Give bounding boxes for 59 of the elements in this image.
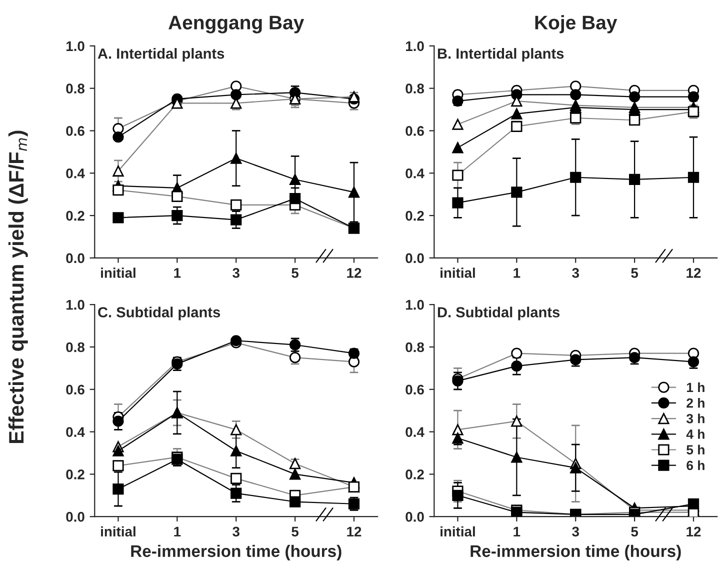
x-tick-label: 1 <box>514 268 520 278</box>
y-tick-label: 1.0 <box>66 300 84 310</box>
annotation: A. Intertidal plants <box>98 48 224 62</box>
y-tick-label: 0.4 <box>406 427 424 437</box>
y-tick-label: 0.2 <box>406 210 424 221</box>
x-tick-label: 5 <box>292 526 299 537</box>
x-tick-label: 3 <box>232 526 240 537</box>
x-tick-label: 1 <box>174 526 181 536</box>
x-tick-label: 5 <box>631 268 638 278</box>
y-tick-label: 0.0 <box>406 512 424 522</box>
annotation: B. Intertidal plants <box>438 48 564 62</box>
x-tick-label: 12 <box>686 526 701 536</box>
x-tick-label: 5 <box>631 526 638 537</box>
legend-label: 2 h <box>686 398 704 408</box>
x-tick-label: 12 <box>347 526 362 536</box>
x-axis-title: Re-immersion time (hours) <box>131 544 342 560</box>
x-tick-label: initial <box>440 268 475 278</box>
y-tick-label: 0.0 <box>66 253 84 264</box>
legend-label: 3 h <box>686 414 704 424</box>
y-tick-label: 0.6 <box>66 384 84 395</box>
y-tick-label: 1.0 <box>406 41 424 52</box>
legend-label: 1 h <box>686 382 704 392</box>
y-tick-label: 0.0 <box>406 253 424 264</box>
y-tick-label: 0.2 <box>66 470 84 480</box>
x-tick-label: 12 <box>347 268 362 278</box>
y-axis-title: Effective quantum yield (ΔF/F$_{m}$) <box>8 130 28 444</box>
y-tick-label: 0.2 <box>406 470 424 480</box>
chart-title: Koje Bay <box>535 15 618 34</box>
annotation: D. Subtidal plants <box>438 306 560 320</box>
y-tick-label: 1.0 <box>66 41 84 52</box>
y-tick-label: 0.4 <box>66 427 85 437</box>
y-tick-label: 0.6 <box>406 126 424 136</box>
x-tick-label: 12 <box>686 268 701 278</box>
y-tick-label: 0.8 <box>66 84 84 94</box>
legend-label: 5 h <box>686 444 704 454</box>
legend-label: 4 h <box>686 429 704 439</box>
y-tick-label: 0.2 <box>66 210 84 221</box>
x-tick-label: 1 <box>174 268 181 278</box>
y-tick-label: 0.8 <box>406 342 424 352</box>
y-tick-label: 0.4 <box>406 168 424 178</box>
x-axis-title: Re-immersion time (hours) <box>470 544 681 560</box>
y-tick-label: 1.0 <box>406 300 424 310</box>
x-tick-label: initial <box>101 526 136 537</box>
x-tick-label: initial <box>440 526 475 537</box>
y-tick-label: 0.0 <box>66 512 84 522</box>
y-tick-label: 0.6 <box>406 384 424 395</box>
x-tick-label: 3 <box>572 268 579 278</box>
x-tick-label: 3 <box>572 526 579 537</box>
chart-title: Aenggang Bay <box>168 16 304 34</box>
y-tick-label: 0.6 <box>66 126 84 136</box>
y-tick-label: 0.4 <box>66 168 85 178</box>
y-tick-label: 0.8 <box>66 342 84 352</box>
annotation: C. Subtidal plants <box>98 306 220 320</box>
x-tick-label: initial <box>101 268 136 278</box>
legend-label: 6 h <box>686 460 704 470</box>
x-tick-label: 5 <box>292 268 299 278</box>
x-tick-label: 3 <box>232 268 240 278</box>
y-tick-label: 0.8 <box>406 84 424 94</box>
x-tick-label: 1 <box>514 526 520 536</box>
